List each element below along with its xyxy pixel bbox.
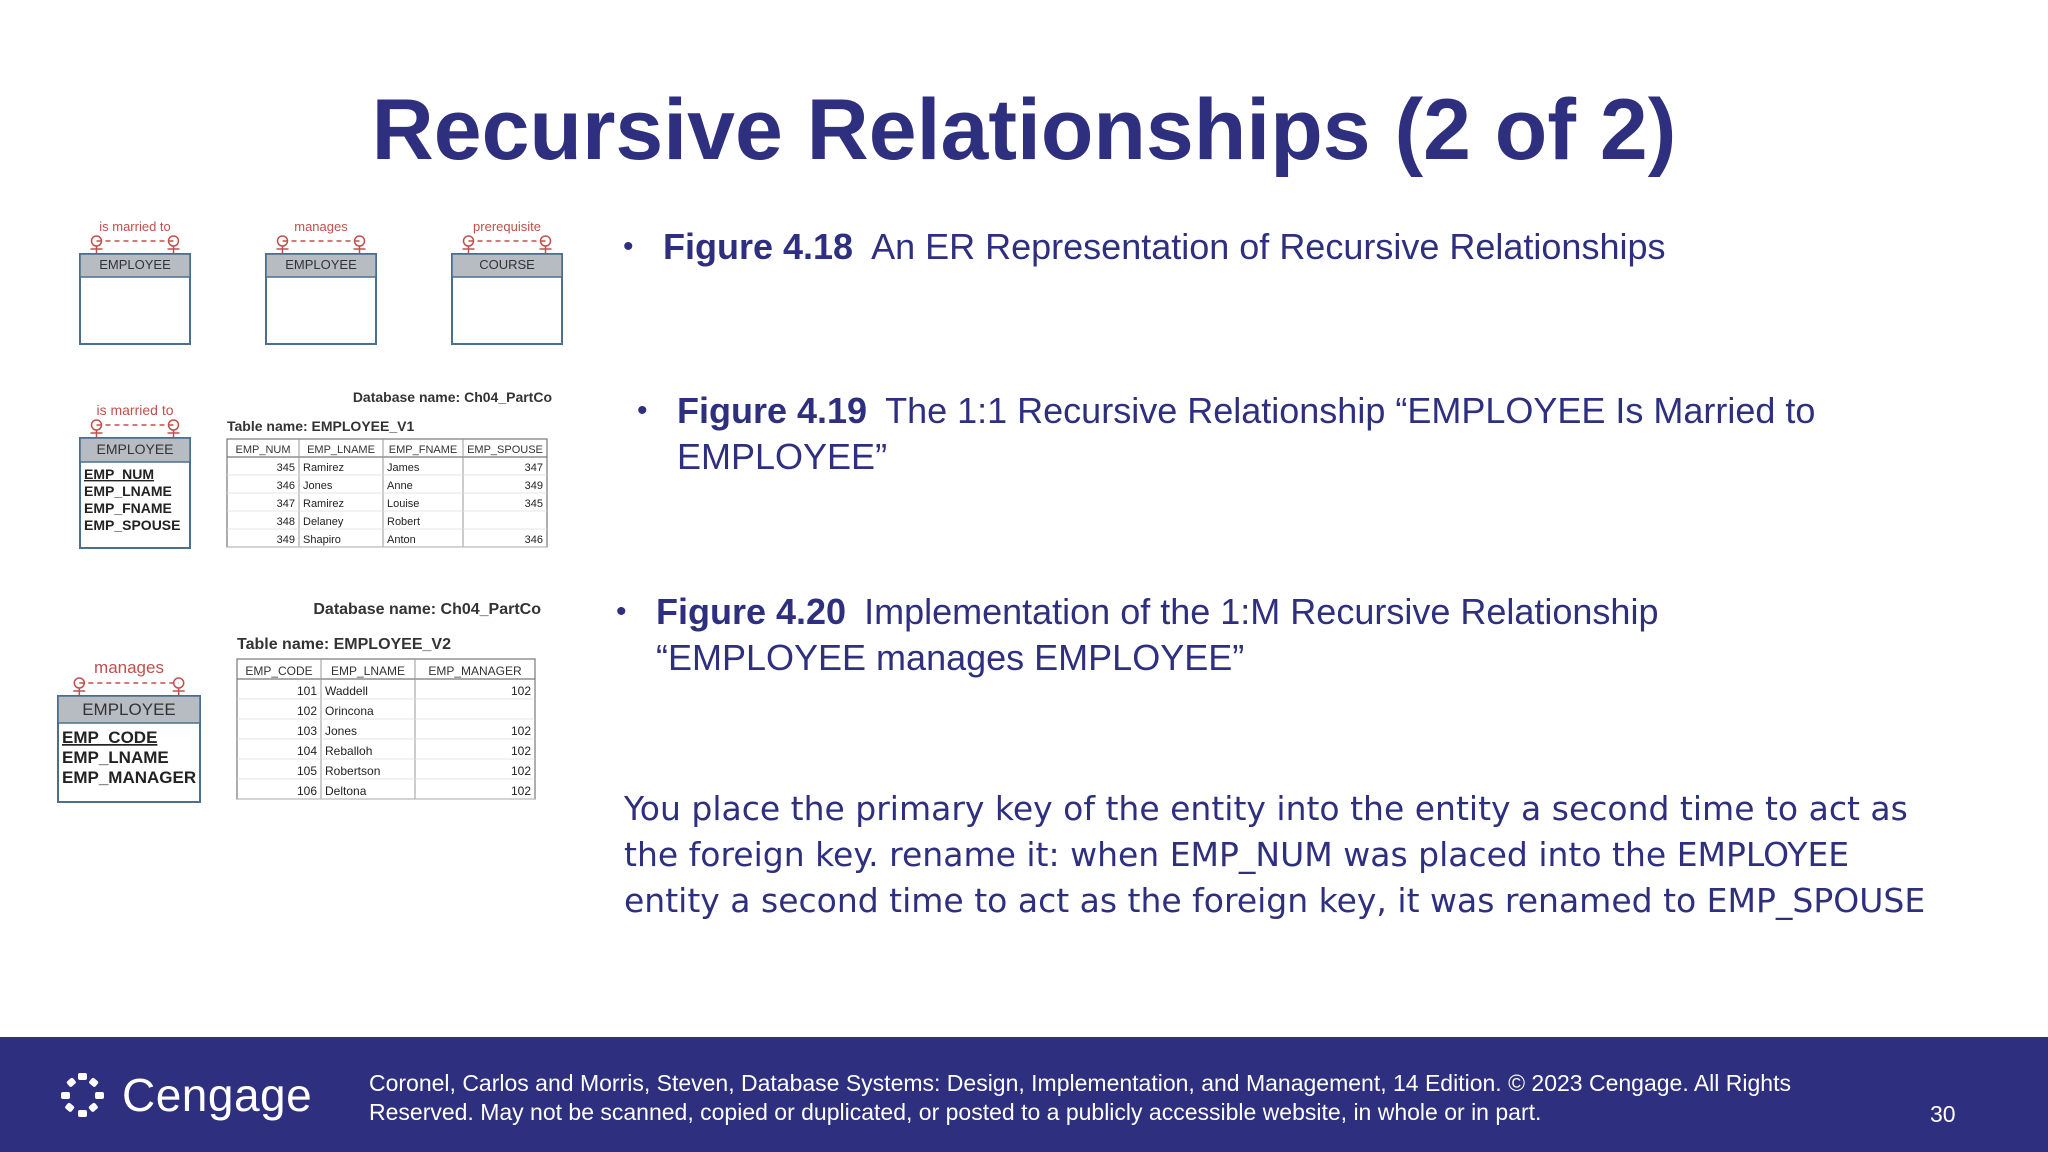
table-cell: 102	[511, 784, 531, 798]
bullet-figure-4-19: • Figure 4.19 The 1:1 Recursive Relations…	[637, 388, 1977, 480]
table-cell: 346	[525, 534, 543, 546]
table-cell: Deltona	[325, 784, 367, 798]
table-cell: James	[387, 462, 420, 474]
table-cell: 103	[297, 724, 317, 738]
table-cell: 102	[511, 724, 531, 738]
entity-attribute: EMP_NUM	[84, 466, 154, 482]
entity-header	[79, 437, 191, 463]
entity-attribute: EMP_LNAME	[84, 483, 172, 499]
table-cell: Waddell	[325, 684, 368, 698]
table-cell: 102	[511, 684, 531, 698]
relationship-label: is married to	[99, 219, 171, 234]
table-cell: 345	[277, 462, 295, 474]
data-table	[236, 658, 536, 800]
explanation-note: You place the primary key of the entity …	[624, 789, 1926, 920]
figure-number: Figure 4.18	[663, 226, 854, 267]
figure-number: Figure 4.19	[677, 390, 868, 431]
table-cell: Anne	[387, 480, 413, 492]
table-cell: 348	[277, 516, 295, 528]
figure-caption: The 1:1 Recursive Relationship “EMPLOYEE…	[677, 390, 1816, 477]
figures-panel: is married to EMPLOYEE manages EMPLOYEE prer…	[57, 219, 563, 803]
table-name: Table name: EMPLOYEE_V1	[227, 418, 414, 434]
table-column-header: EMP_SPOUSE	[467, 444, 543, 456]
relationship-label: manages	[94, 658, 164, 677]
table-cell: 102	[511, 764, 531, 778]
slide-title: Recursive Relationships (2 of 2)	[371, 82, 1677, 178]
table-cell: 347	[525, 462, 543, 474]
relationship-label: is married to	[96, 402, 173, 418]
relationship-label: prerequisite	[473, 219, 541, 234]
page-number: 30	[1930, 1101, 1956, 1127]
table-cell: 349	[277, 534, 295, 546]
figure-caption: An ER Representation of Recursive Relati…	[871, 226, 1666, 267]
entity-header	[451, 253, 563, 278]
table-column-header: EMP_NUM	[235, 444, 290, 456]
figure-4-18: is married to EMPLOYEE manages EMPLOYEE prer…	[79, 219, 563, 345]
bullet-dot: •	[637, 394, 648, 427]
cengage-logo: Cengage	[58, 1067, 312, 1123]
table-cell: 345	[525, 498, 543, 510]
table-cell: Jones	[303, 480, 333, 492]
figure-number: Figure 4.20	[656, 591, 847, 632]
table-cell: Anton	[387, 534, 416, 546]
table-cell: 101	[297, 684, 317, 698]
table-cell: 104	[297, 744, 317, 758]
table-cell: Reballoh	[325, 744, 372, 758]
table-column-header: EMP_MANAGER	[428, 664, 522, 678]
database-name: Database name: Ch04_PartCo	[353, 389, 552, 405]
footer-bar: Cengage Coronel, Carlos and Morris, Stev…	[0, 1037, 2048, 1152]
table-cell: 105	[297, 764, 317, 778]
table-cell: Ramirez	[303, 462, 344, 474]
table-cell: Delaney	[303, 516, 344, 528]
entity-header	[57, 695, 201, 724]
bullet-figure-4-20: • Figure 4.20 Implementation of the 1:M R…	[616, 589, 1796, 681]
entity-header	[265, 253, 377, 278]
table-column-header: EMP_CODE	[245, 664, 312, 678]
entity-attribute: EMP_CODE	[62, 728, 157, 747]
entity-attribute: EMP_MANAGER	[62, 768, 196, 787]
table-cell: 102	[297, 704, 317, 718]
entity-name: COURSE	[479, 257, 535, 272]
entity-name: EMPLOYEE	[99, 257, 171, 272]
cengage-logo-text: Cengage	[122, 1069, 313, 1121]
bullet-dot: •	[623, 230, 634, 263]
figure-4-19: is married toEMPLOYEEEMP_NUMEMP_LNAMEEMP…	[79, 389, 552, 549]
entity-name: EMPLOYEE	[285, 257, 357, 272]
entity-attribute: EMP_SPOUSE	[84, 517, 180, 533]
entity-attribute: EMP_FNAME	[84, 500, 172, 516]
table-cell: Robertson	[325, 764, 380, 778]
table-cell: Shapiro	[303, 534, 341, 546]
entity-header	[79, 253, 191, 278]
table-cell: Robert	[387, 516, 420, 528]
table-cell: 102	[511, 744, 531, 758]
database-name: Database name: Ch04_PartCo	[313, 601, 541, 618]
entity-attribute: EMP_LNAME	[62, 748, 169, 767]
bullet-dot: •	[616, 595, 627, 628]
cengage-logo-icon	[61, 1073, 104, 1117]
table-cell: 106	[297, 784, 317, 798]
table-cell: Ramirez	[303, 498, 344, 510]
table-cell: Orincona	[325, 704, 374, 718]
copyright-citation: Coronel, Carlos and Morris, Steven, Data…	[369, 1070, 1791, 1125]
entity-name: EMPLOYEE	[96, 441, 173, 457]
table-cell: 347	[277, 498, 295, 510]
relationship-label: manages	[294, 219, 348, 234]
table-name: Table name: EMPLOYEE_V2	[237, 636, 451, 653]
figure-4-20: managesEMPLOYEEEMP_CODEEMP_LNAMEEMP_MANA…	[57, 601, 541, 803]
table-column-header: EMP_LNAME	[307, 444, 375, 456]
figure-caption: Implementation of the 1:M Recursive Rela…	[656, 591, 1659, 678]
table-cell: 349	[525, 480, 543, 492]
table-cell: Jones	[325, 724, 357, 738]
table-column-header: EMP_FNAME	[389, 444, 457, 456]
entity-name: EMPLOYEE	[82, 700, 176, 719]
bullet-figure-4-18: • Figure 4.18 An ER Representation of Rec…	[623, 224, 2023, 270]
table-column-header: EMP_LNAME	[331, 664, 405, 678]
table-cell: 346	[277, 480, 295, 492]
table-cell: Louise	[387, 498, 419, 510]
